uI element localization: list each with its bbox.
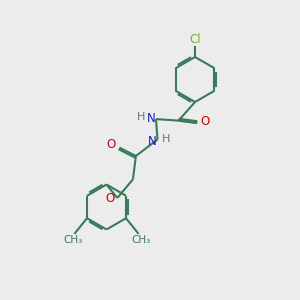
Text: CH₃: CH₃ <box>131 236 151 245</box>
Text: H: H <box>137 112 145 122</box>
Text: O: O <box>107 137 116 151</box>
Text: CH₃: CH₃ <box>63 236 82 245</box>
Text: N: N <box>146 112 155 125</box>
Text: H: H <box>162 134 170 145</box>
Text: Cl: Cl <box>189 33 201 46</box>
Text: O: O <box>201 115 210 128</box>
Text: O: O <box>106 191 115 205</box>
Text: N: N <box>148 135 157 148</box>
